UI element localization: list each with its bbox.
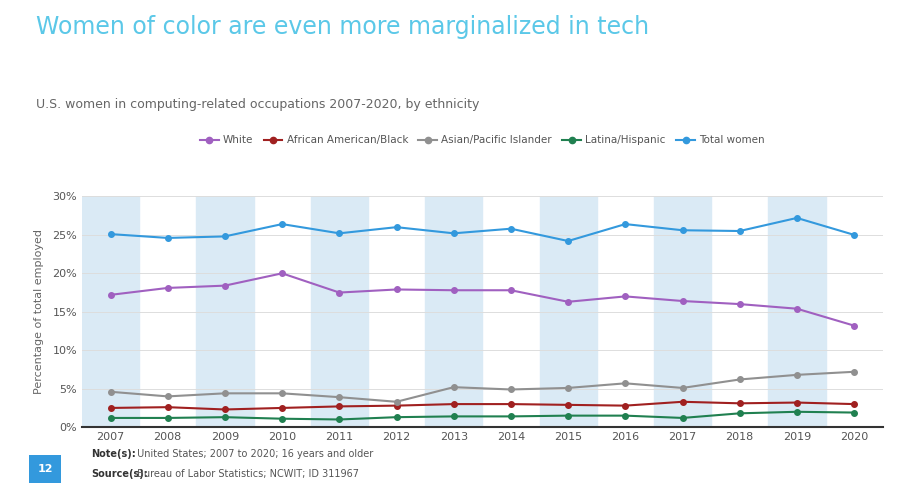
Text: Women of color are even more marginalized in tech: Women of color are even more marginalize… [36, 15, 650, 39]
Legend: White, African American/Black, Asian/Pacific Islander, Latina/Hispanic, Total wo: White, African American/Black, Asian/Pac… [196, 131, 769, 150]
Y-axis label: Percentage of total employed: Percentage of total employed [34, 229, 44, 394]
Bar [82, 196, 139, 427]
Bar [310, 196, 368, 427]
Bar [654, 196, 711, 427]
Text: 12: 12 [37, 464, 54, 474]
Bar [768, 196, 825, 427]
FancyBboxPatch shape [29, 455, 61, 483]
Text: Note(s):: Note(s): [91, 449, 136, 459]
Text: Source(s):: Source(s): [91, 469, 147, 479]
Text: United States; 2007 to 2020; 16 years and older: United States; 2007 to 2020; 16 years an… [134, 449, 373, 459]
Bar [197, 196, 254, 427]
Bar [540, 196, 597, 427]
Bar [425, 196, 482, 427]
Text: U.S. women in computing-related occupations 2007-2020, by ethnicity: U.S. women in computing-related occupati… [36, 98, 480, 111]
Text: Bureau of Labor Statistics; NCWIT; ID 311967: Bureau of Labor Statistics; NCWIT; ID 31… [134, 469, 359, 479]
